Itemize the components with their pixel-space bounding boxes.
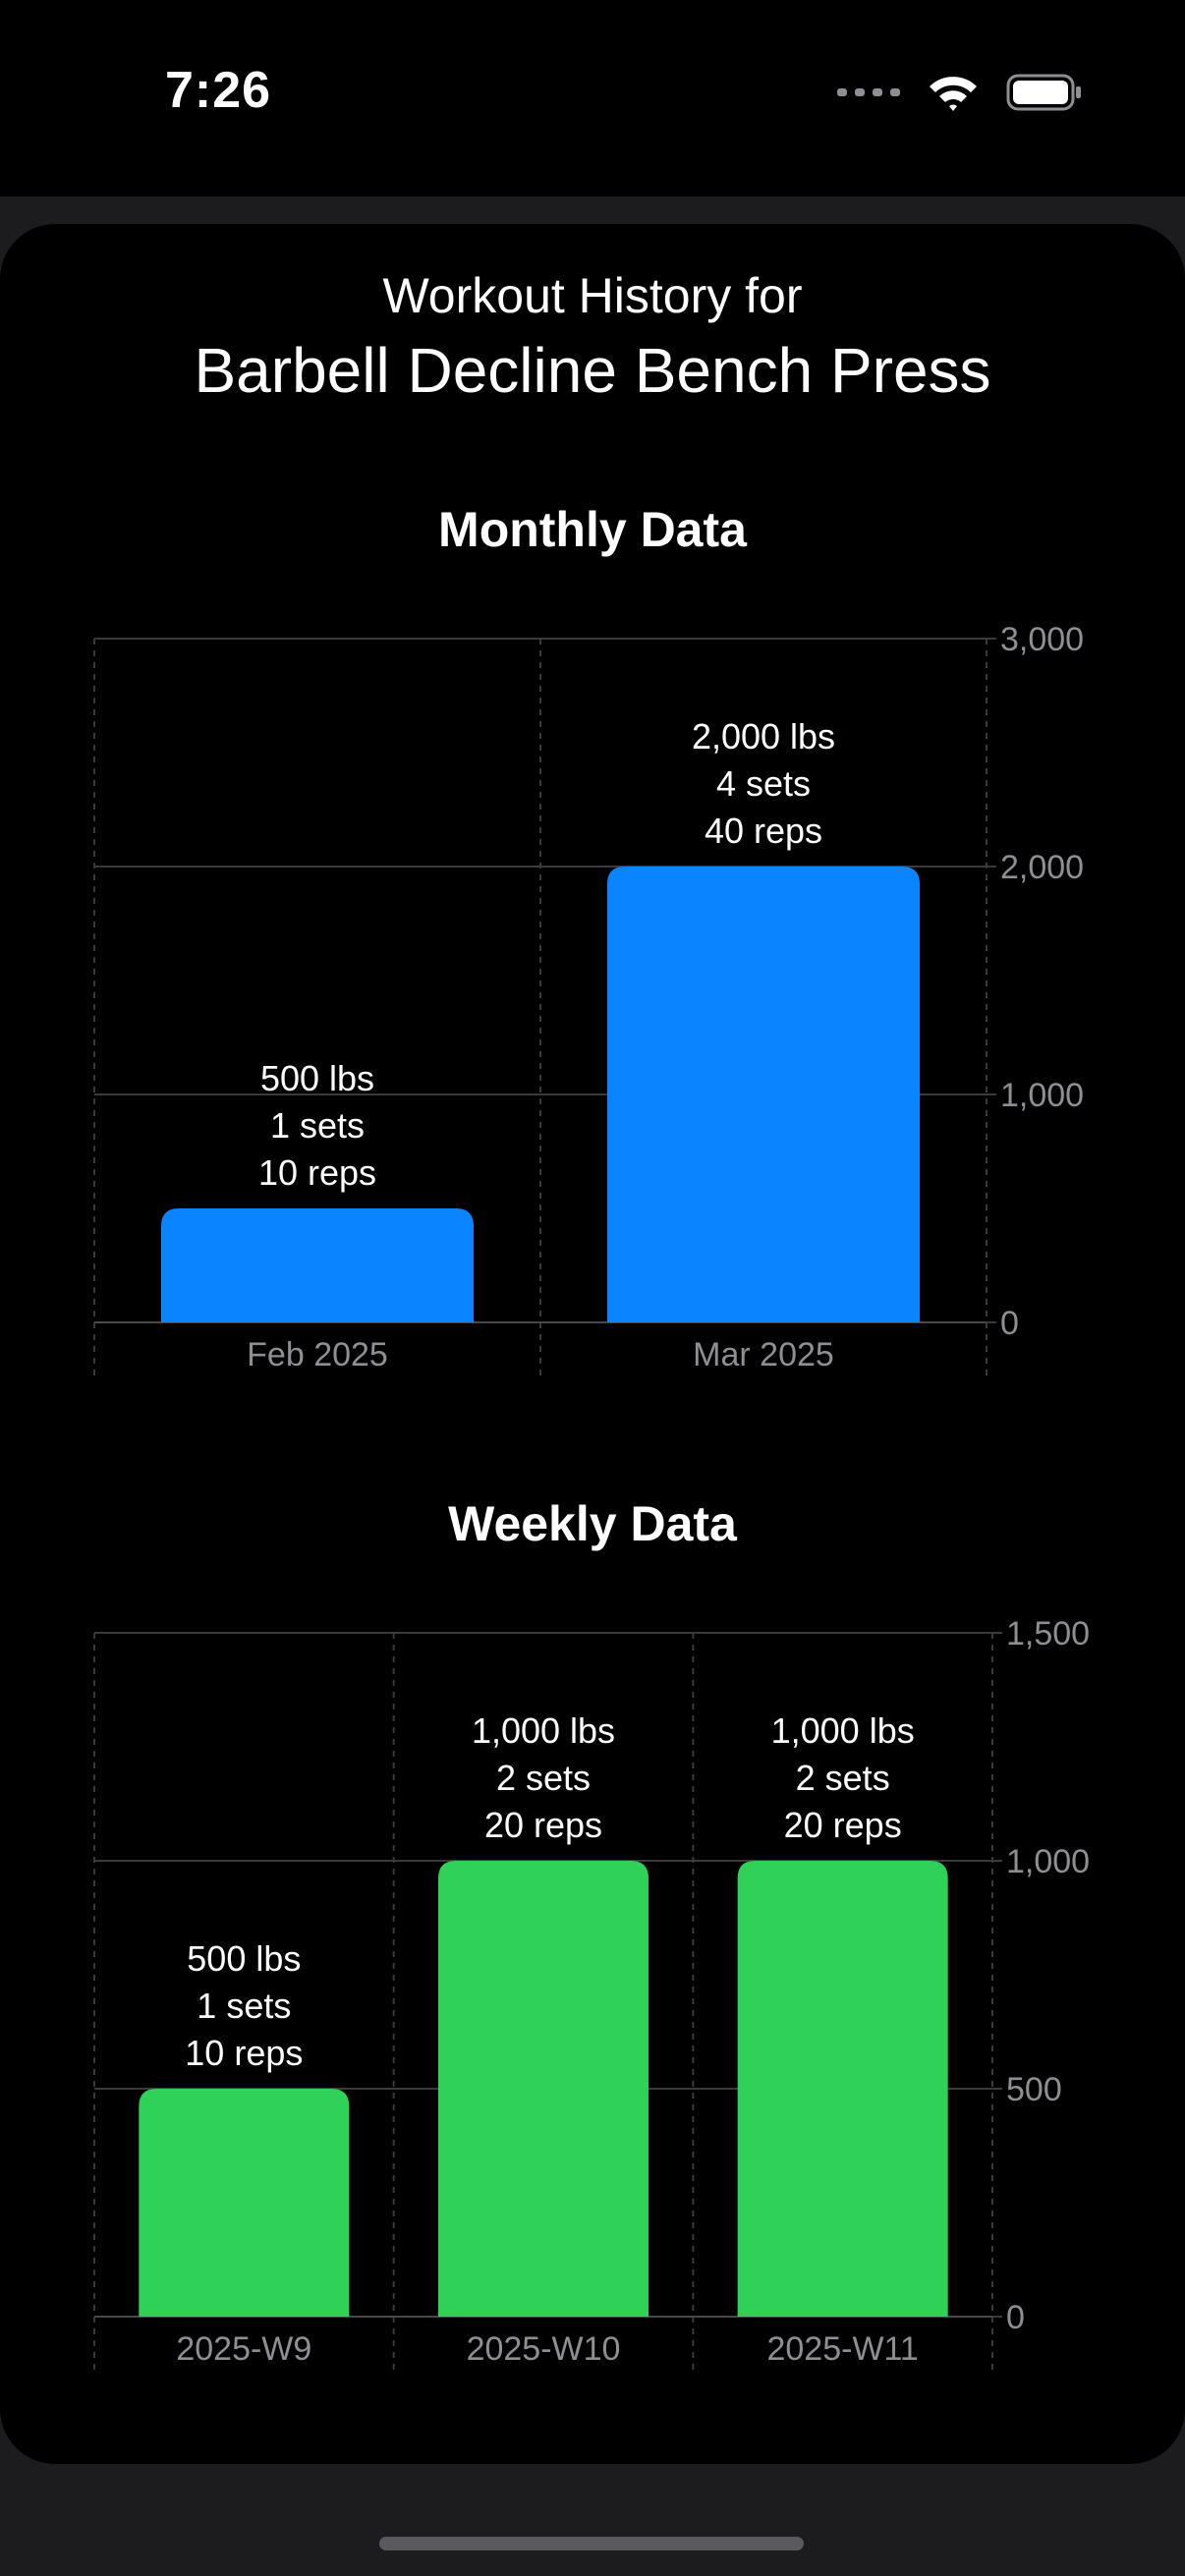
weekly-bar-data-label: 500 lbs [187,1938,301,1979]
battery-icon [1006,74,1081,111]
monthly-bar-data-label: 40 reps [705,811,822,851]
monthly-y-tick-label: 1,000 [1000,1077,1084,1114]
header-subtitle: Workout History for [382,268,803,323]
status-bar: 7:26 [0,0,1185,196]
weekly-bar[interactable] [737,1861,948,2317]
exercise-title: Barbell Decline Bench Press [194,335,991,406]
weekly-chart: 0 500 1,000 1,500 500 lbs 1 sets 10 reps 2025-W… [93,1615,1090,2370]
weekly-y-tick-label: 1,000 [1006,1843,1090,1880]
weekly-bar[interactable] [139,2089,350,2317]
monthly-y-tick-label: 2,000 [1000,849,1084,886]
weekly-bar-data-label: 2 sets [796,1758,890,1798]
wifi-icon [930,77,977,111]
weekly-chart-title: Weekly Data [448,1496,737,1551]
monthly-x-tick-label: Feb 2025 [247,1336,388,1373]
weekly-y-tick-label: 1,500 [1006,1615,1090,1652]
cellular-dots-icon [837,88,900,96]
status-icons [837,73,1083,112]
monthly-chart: 0 1,000 2,000 3,000 500 lbs 1 sets 10 reps Feb … [93,621,1084,1375]
weekly-bar-data-label: 1 sets [197,1986,291,2026]
monthly-bar-data-label: 10 reps [258,1152,376,1193]
weekly-x-tick-label: 2025-W11 [766,2330,918,2368]
weekly-bar-data-label: 1,000 lbs [472,1710,615,1751]
weekly-bar-data-label: 1,000 lbs [771,1710,915,1751]
monthly-bar[interactable] [607,867,920,1322]
weekly-y-tick-label: 500 [1006,2071,1062,2108]
weekly-bar[interactable] [438,1861,649,2317]
status-time: 7:26 [165,62,272,119]
monthly-x-tick-label: Mar 2025 [693,1336,834,1373]
monthly-bar-data-label: 4 sets [716,763,811,804]
monthly-bar-data-label: 500 lbs [260,1058,374,1098]
weekly-bar-data-label: 20 reps [784,1805,902,1845]
weekly-bar-data-label: 10 reps [185,2033,303,2073]
home-indicator[interactable] [379,2537,804,2550]
monthly-chart-title: Monthly Data [438,502,747,557]
weekly-bar-data-label: 2 sets [496,1758,591,1798]
weekly-y-tick-label: 0 [1006,2299,1025,2336]
weekly-bar-data-label: 20 reps [484,1805,602,1845]
monthly-y-tick-label: 3,000 [1000,621,1084,658]
monthly-y-tick-label: 0 [1000,1305,1019,1342]
monthly-bar-data-label: 2,000 lbs [692,716,835,756]
monthly-bar-data-label: 1 sets [270,1105,365,1146]
weekly-x-tick-label: 2025-W9 [176,2330,311,2368]
weekly-x-tick-label: 2025-W10 [467,2330,621,2368]
monthly-bar[interactable] [161,1208,474,1322]
